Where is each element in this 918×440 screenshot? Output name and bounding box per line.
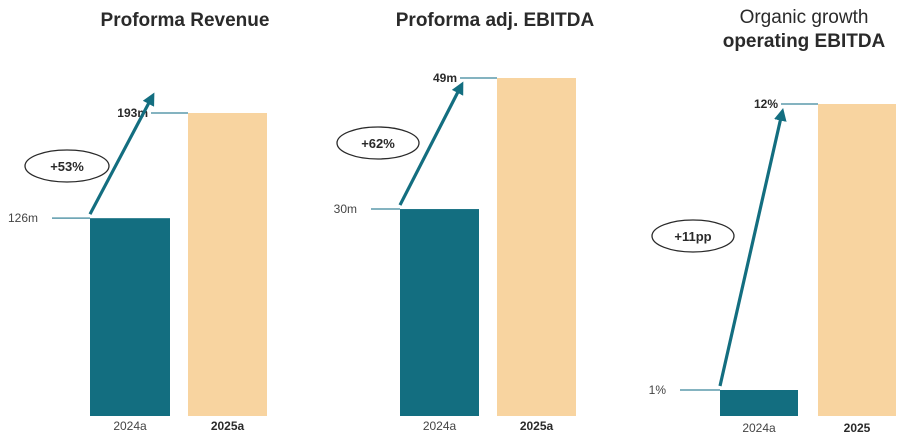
- category-label: 2025a: [211, 419, 245, 433]
- value-label: 1%: [649, 383, 667, 397]
- chart-title: Organic growth: [740, 7, 869, 28]
- growth-badge-label: +53%: [50, 159, 84, 174]
- category-label: 2024a: [423, 419, 457, 433]
- bar-2025a: [497, 78, 576, 416]
- chart-title: Proforma adj. EBITDA: [396, 10, 595, 31]
- bar-2025: [818, 104, 896, 416]
- value-label: 126m: [8, 211, 38, 225]
- growth-badge-label: +62%: [361, 136, 395, 151]
- bar-2025a: [188, 113, 267, 416]
- category-label: 2025a: [520, 419, 554, 433]
- value-label: 49m: [433, 71, 457, 85]
- category-label: 2025: [844, 421, 871, 435]
- chart-title: Proforma Revenue: [101, 10, 270, 31]
- bar-2024a: [720, 390, 798, 416]
- growth-arrow: [720, 113, 782, 386]
- bar-2024a: [90, 218, 170, 416]
- category-label: 2024a: [113, 419, 147, 433]
- value-label: 30m: [334, 202, 357, 216]
- chart-title: operating EBITDA: [723, 31, 886, 52]
- bar-2024a: [400, 209, 479, 416]
- growth-badge-label: +11pp: [674, 229, 711, 244]
- category-label: 2024a: [742, 421, 776, 435]
- value-label: 12%: [754, 97, 778, 111]
